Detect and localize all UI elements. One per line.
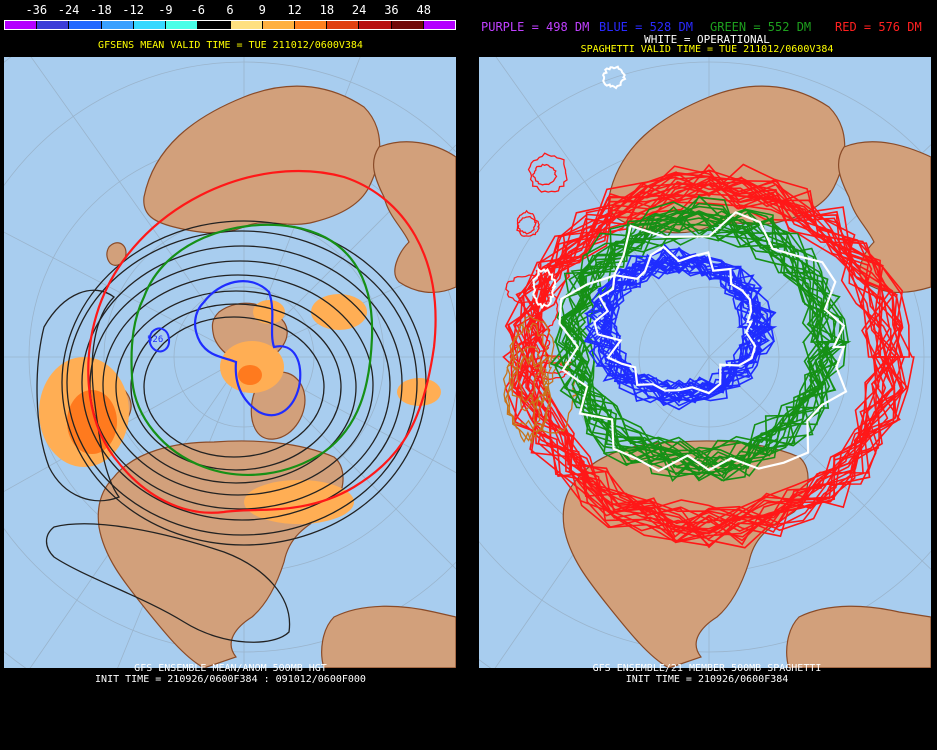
legend-swatch: [359, 21, 392, 29]
blue-legend: BLUE = 528 DM: [599, 20, 693, 34]
spaghetti-line: [505, 274, 555, 304]
spaghetti-line: [564, 211, 832, 470]
spaghetti-line: [526, 173, 904, 546]
spaghetti-line: [559, 201, 837, 480]
legend-label: -9: [158, 3, 173, 17]
spaghetti-line: [563, 221, 834, 463]
purple-legend: PURPLE = 498 DM: [481, 20, 590, 34]
spaghetti-line: [576, 234, 836, 469]
ensemble-mean-panel: -36 -24 -18 -12 -9 -6 6 9 12 18 24 36 48 GFSENS MEAN…: [0, 0, 461, 750]
spaghetti-line: [531, 361, 570, 380]
red-576-contour: [87, 169, 437, 514]
red-legend: RED = 576 DM: [835, 20, 922, 34]
key-contours: [87, 169, 437, 514]
spaghetti-line: [532, 267, 557, 310]
legend-label: 9: [258, 3, 266, 17]
left-footer: GFS ENSEMBLE MEAN/ANOM 500MB HGT INIT TI…: [0, 663, 461, 685]
left-footer-line2: INIT TIME = 210926/0600F384 : 091012/060…: [95, 674, 366, 685]
right-footer: GFS ENSEMBLE/21 MEMBER 500MB SPAGHETTI I…: [477, 663, 937, 685]
legend-label: 36: [384, 3, 399, 17]
spaghetti-line: [516, 209, 538, 235]
spaghetti-line: [502, 343, 549, 431]
legend-label: 24: [351, 3, 367, 17]
spaghetti-line: [562, 210, 829, 469]
europe-landmass: [372, 141, 456, 294]
spaghetti-contours: [502, 65, 915, 549]
spaghetti-line: [506, 322, 553, 412]
spaghetti-panel: PURPLE = 498 DM BLUE = 528 DM GREEN = 55…: [477, 0, 937, 750]
legend-swatch: [166, 21, 199, 29]
left-map-title: GFSENS MEAN VALID TIME = TUE 211012/0600…: [98, 40, 363, 51]
anomaly-color-scale: [4, 20, 456, 30]
right-footer-line1: GFS ENSEMBLE/21 MEMBER 500MB SPAGHETTI: [592, 663, 822, 674]
legend-swatch: [133, 21, 167, 29]
spaghetti-line: [558, 211, 848, 473]
legend-swatch: [294, 21, 328, 29]
spaghetti-line: [516, 215, 540, 237]
spaghetti-line: [583, 246, 777, 402]
ensemble-mean-map: 526: [4, 57, 456, 668]
north-africa-landmass: [321, 605, 456, 668]
blue-526-contour: [148, 327, 171, 353]
left-footer-line1: GFS ENSEMBLE MEAN/ANOM 500MB HGT: [134, 663, 327, 674]
panel-divider: [461, 0, 477, 750]
legend-label: 48: [416, 3, 431, 17]
legend-swatch: [37, 21, 70, 29]
spaghetti-line: [557, 210, 826, 476]
legend-label: -36: [25, 3, 48, 17]
right-map-title: SPAGHETTI VALID TIME = TUE 211012/0600V3…: [580, 44, 834, 55]
north-america-landmass: [97, 440, 344, 668]
legend-label: 6: [226, 3, 234, 17]
spaghetti-line: [532, 163, 558, 186]
green-552-contour: [130, 223, 374, 476]
spaghetti-line: [555, 205, 850, 477]
north-africa-landmass: [786, 605, 931, 668]
legend-label: 12: [287, 3, 302, 17]
legend-swatch: [391, 21, 424, 29]
anomaly-legend-labels: -36 -24 -18 -12 -9 -6 6 9 12 18 24 36 48: [4, 3, 456, 17]
height-contours: [36, 220, 427, 643]
north-america-landmass: [562, 440, 809, 668]
blue-528-contour: [194, 280, 302, 417]
operational-label: WHITE = OPERATIONAL: [644, 33, 770, 46]
green-legend: GREEN = 552 DM: [710, 20, 812, 34]
legend-swatch: [423, 21, 456, 29]
spaghetti-line: [526, 333, 551, 354]
legend-swatch: [198, 21, 231, 29]
legend-swatch: [327, 21, 360, 29]
spaghetti-line: [531, 354, 578, 435]
legend-swatch: [5, 21, 38, 29]
contour-label-526: 526: [147, 335, 163, 345]
mean-anomaly-map-svg: 526: [4, 57, 456, 668]
spaghetti-line: [601, 65, 627, 90]
spaghetti-map-svg: [479, 57, 931, 668]
legend-swatch: [230, 21, 263, 29]
asia-landmass: [143, 85, 381, 234]
spaghetti-line: [599, 253, 771, 402]
legend-swatch: [69, 21, 102, 29]
legend-label: -6: [190, 3, 205, 17]
spaghetti-line: [599, 255, 759, 404]
legend-swatch: [101, 21, 134, 29]
legend-label: 18: [319, 3, 335, 17]
right-footer-line2: INIT TIME = 210926/0600F384: [625, 674, 789, 685]
legend-label: -24: [57, 3, 80, 17]
spaghetti-line: [593, 245, 757, 395]
spaghetti-line: [612, 255, 760, 396]
spaghetti-line: [527, 152, 568, 193]
legend-label: -12: [122, 3, 144, 17]
spaghetti-legend: PURPLE = 498 DM BLUE = 528 DM GREEN = 55…: [477, 20, 937, 34]
legend-label: -18: [90, 3, 112, 17]
spaghetti-map: [479, 57, 931, 668]
legend-swatch: [262, 21, 295, 29]
